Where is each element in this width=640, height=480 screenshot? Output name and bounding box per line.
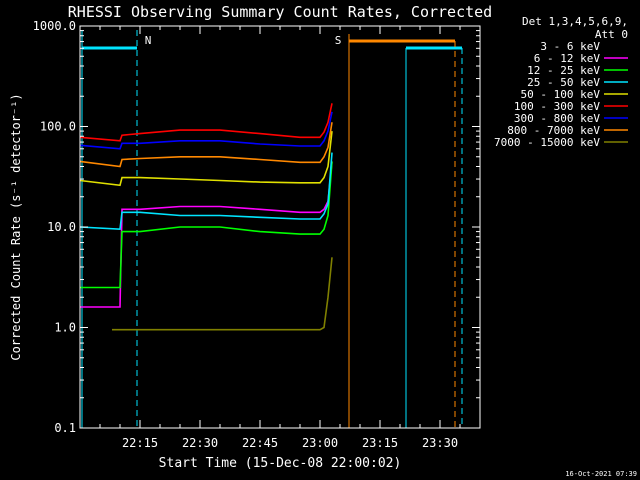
x-tick-label: 22:45: [242, 436, 278, 450]
chart-title: RHESSI Observing Summary Count Rates, Co…: [68, 3, 492, 21]
series-300-800-kev: [79, 111, 333, 150]
legend-header-attenuator: Att 0: [595, 28, 628, 41]
legend-entry-label: 800 - 7000 keV: [507, 124, 600, 137]
y-tick-label: 1000.0: [33, 19, 76, 33]
generation-timestamp: 16-Oct-2021 07:39: [565, 470, 637, 478]
plot-frame: [79, 25, 481, 429]
x-tick-label: 23:00: [302, 436, 338, 450]
x-axis-label: Start Time (15-Dec-08 22:00:02): [159, 456, 402, 471]
attenuator-state-layer: [81, 30, 463, 428]
series-800-7000-kev: [79, 122, 333, 168]
y-axis-label: Corrected Count Rate (s⁻¹ detector⁻¹): [9, 93, 23, 360]
annotation-label: S: [335, 34, 342, 47]
axis-ticks: 22:15 22:30 22:45 23:00 23:15 23:30 1000.0 100.…: [33, 19, 481, 450]
series-50-100-kev: [79, 131, 333, 187]
y-tick-label: 0.1: [54, 421, 76, 435]
series-25-50-kev: [79, 152, 333, 231]
series-100-300-kev: [79, 103, 333, 142]
series-7000-15000-kev: [112, 257, 333, 331]
y-tick-label: 1.0: [54, 321, 76, 335]
series-6-12-kev: [80, 161, 333, 308]
legend-entry-label: 300 - 800 keV: [514, 112, 600, 125]
legend-entry-label: 7000 - 15000 keV: [494, 136, 600, 149]
y-tick-label: 10.0: [47, 220, 76, 234]
legend-entry-label: 100 - 300 keV: [514, 100, 600, 113]
series-12-25-kev: [80, 161, 333, 289]
legend-entry-label: 6 - 12 keV: [534, 52, 601, 65]
x-tick-label: 22:30: [182, 436, 218, 450]
x-tick-label: 22:15: [122, 436, 158, 450]
series-layer: [79, 103, 333, 331]
legend-entry-label: 25 - 50 keV: [527, 76, 600, 89]
series-3-6-kev: [121, 166, 333, 251]
annotation-label: N: [145, 34, 152, 47]
legend-entry-label: 3 - 6 keV: [540, 40, 600, 53]
legend-entry-label: 50 - 100 keV: [521, 88, 601, 101]
legend-header-detectors: Det 1,3,4,5,6,9,: [522, 15, 628, 28]
legend-entry-label: 12 - 25 keV: [527, 64, 600, 77]
x-tick-label: 23:30: [422, 436, 458, 450]
y-tick-label: 100.0: [40, 120, 76, 134]
x-tick-label: 23:15: [362, 436, 398, 450]
